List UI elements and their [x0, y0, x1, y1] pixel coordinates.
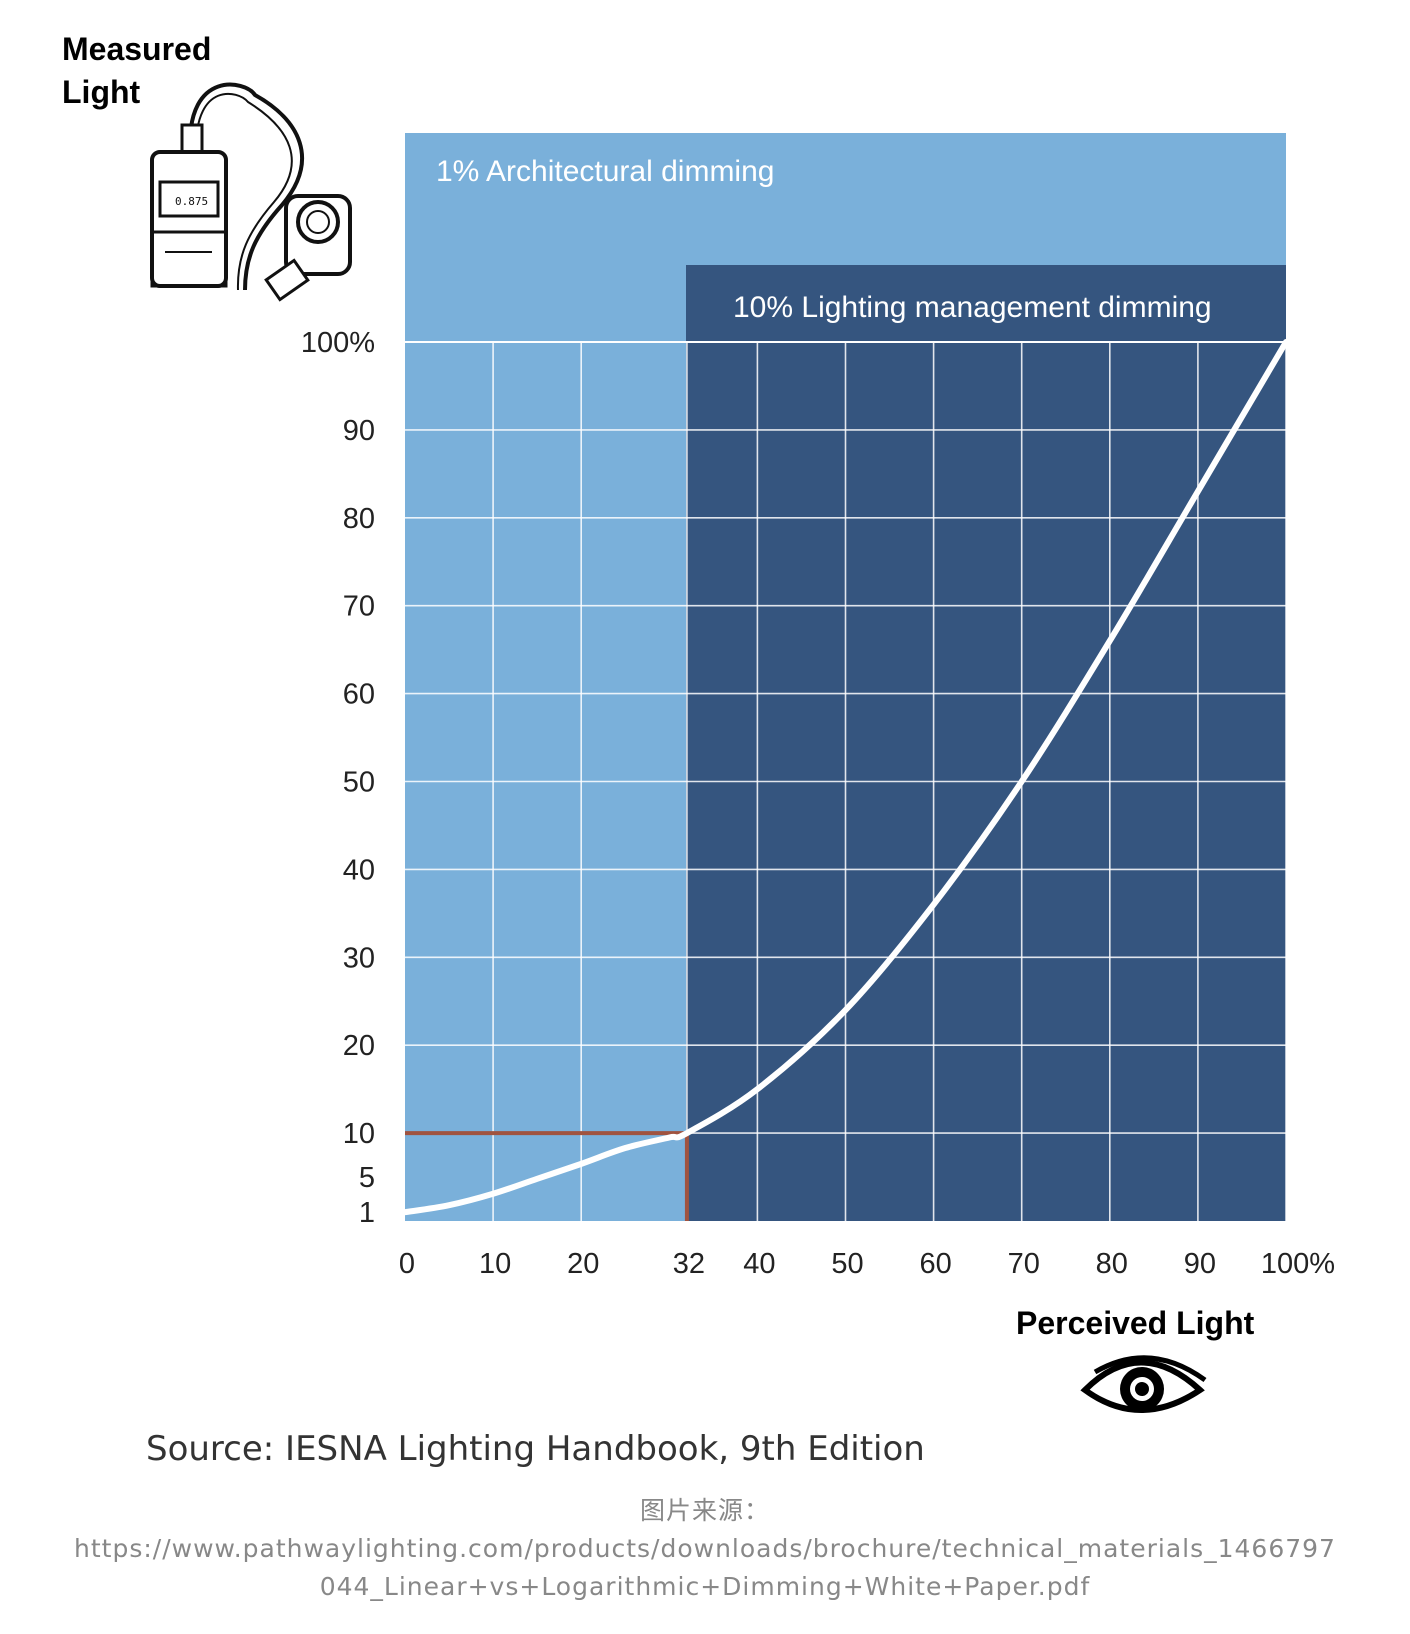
x-tick-label: 60	[919, 1248, 951, 1280]
y-tick-label: 50	[343, 767, 375, 799]
x-tick-label: 80	[1096, 1248, 1128, 1280]
x-tick-label: 70	[1008, 1248, 1040, 1280]
x-tick-label: 50	[831, 1248, 863, 1280]
x-tick-label: 90	[1184, 1248, 1216, 1280]
y-tick-label: 90	[343, 415, 375, 447]
y-tick-label: 100%	[301, 327, 375, 359]
x-tick-label: 32	[673, 1248, 705, 1280]
x-tick-label: 40	[743, 1248, 775, 1280]
y-tick-label: 60	[343, 679, 375, 711]
y-tick-label: 5	[359, 1162, 375, 1194]
meter-display: 0.875	[175, 195, 208, 208]
y-axis-title: Measured	[62, 31, 211, 67]
lighting-management-band	[686, 265, 1286, 1221]
eye-icon	[1080, 1355, 1207, 1413]
y-tick-label: 30	[343, 942, 375, 974]
x-tick-label: 20	[567, 1248, 599, 1280]
y-axis-title-line2: Light	[62, 74, 141, 110]
x-tick-labels: 0 10 20 32 40 50 60 70 80 90 100%	[399, 1248, 1335, 1280]
x-axis-title: Perceived Light	[1016, 1305, 1255, 1341]
credit-line-2: https://www.pathwaylighting.com/products…	[74, 1534, 1336, 1563]
y-tick-labels: 15 10 20 30 40 50 60 70 80 90 100%	[301, 327, 375, 1229]
series-line	[402, 339, 1289, 1216]
x-tick-label: 100%	[1261, 1248, 1335, 1280]
x-tick-label: 0	[399, 1248, 415, 1280]
y-tick-label: 80	[343, 503, 375, 535]
x-tick-label: 10	[479, 1248, 511, 1280]
y-tick-label: 10	[343, 1118, 375, 1150]
source-text: Source: IESNA Lighting Handbook, 9th Edi…	[146, 1429, 925, 1469]
y-tick-label: 1	[359, 1197, 375, 1229]
lighting-management-label: 10% Lighting management dimming	[733, 291, 1212, 324]
light-meter-icon: 0.875	[150, 82, 352, 302]
credit-line-3: 044_Linear+vs+Logarithmic+Dimming+White+…	[320, 1572, 1091, 1601]
credit-line-1: 图片来源：	[640, 1496, 770, 1525]
y-tick-label: 20	[343, 1030, 375, 1062]
y-tick-label: 70	[343, 591, 375, 623]
y-tick-label: 40	[343, 854, 375, 886]
architectural-dimming-label: 1% Architectural dimming	[436, 155, 774, 188]
